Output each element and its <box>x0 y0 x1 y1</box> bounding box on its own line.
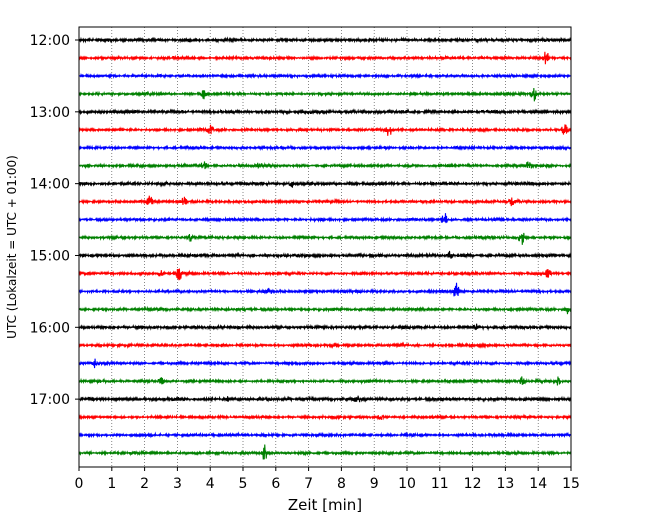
trace-1700 <box>78 395 572 403</box>
x-tick-label-7: 7 <box>304 476 313 492</box>
trace-1200 <box>78 36 572 44</box>
trace-1230 <box>78 72 572 80</box>
trace-1400 <box>78 180 572 188</box>
y-tick-label-1700: 17:00 <box>30 392 70 408</box>
x-axis-label: Zeit [min] <box>288 496 362 514</box>
plot-frame <box>78 26 572 468</box>
trace-1515 <box>78 268 572 281</box>
y-axis-label: UTC (Lokalzeit = UTC + 01:00) <box>5 155 19 339</box>
x-tick-label-0: 0 <box>75 476 84 492</box>
x-tick-label-14: 14 <box>529 476 547 492</box>
trace-1530 <box>78 282 572 297</box>
y-tick-label-1200: 12:00 <box>30 33 70 49</box>
trace-1245 <box>78 88 572 102</box>
trace-1600 <box>78 323 572 332</box>
x-tick-label-2: 2 <box>140 476 149 492</box>
x-tick-label-5: 5 <box>239 476 248 492</box>
x-tick-label-15: 15 <box>562 476 580 492</box>
trace-1745 <box>78 444 572 460</box>
trace-1330 <box>78 144 572 152</box>
x-tick-label-9: 9 <box>370 476 379 492</box>
y-tick-label-1300: 13:00 <box>30 105 70 121</box>
x-tick-label-3: 3 <box>173 476 182 492</box>
y-tick-label-1600: 16:00 <box>30 320 70 336</box>
trace-1430 <box>78 213 572 224</box>
trace-1345 <box>78 161 572 170</box>
x-tick-label-12: 12 <box>464 476 482 492</box>
trace-1615 <box>78 341 572 349</box>
trace-1215 <box>78 51 572 65</box>
x-tick-label-6: 6 <box>271 476 280 492</box>
trace-1315 <box>78 124 572 136</box>
seismic-traces <box>78 36 572 460</box>
x-tick-label-11: 11 <box>431 476 449 492</box>
y-tick-label-1400: 14:00 <box>30 177 70 193</box>
y-axis-ticks: 12:00 13:00 14:00 15:00 16:00 17:00 <box>30 33 79 408</box>
trace-1730 <box>78 431 572 439</box>
x-tick-label-10: 10 <box>398 476 416 492</box>
trace-1545 <box>78 305 572 315</box>
x-axis-ticks: 0 1 2 3 4 5 6 7 8 9 10 11 12 13 14 15 <box>75 467 580 492</box>
trace-1300 <box>78 108 572 116</box>
trace-1415 <box>78 195 572 207</box>
trace-1630 <box>78 358 572 369</box>
trace-1715 <box>78 413 572 421</box>
trace-1500 <box>78 250 572 260</box>
x-tick-label-1: 1 <box>107 476 116 492</box>
trace-1645 <box>78 376 572 386</box>
x-tick-label-4: 4 <box>206 476 215 492</box>
y-tick-label-1500: 15:00 <box>30 248 70 264</box>
x-tick-label-8: 8 <box>337 476 346 492</box>
trace-1445 <box>78 232 572 245</box>
x-tick-label-13: 13 <box>496 476 514 492</box>
